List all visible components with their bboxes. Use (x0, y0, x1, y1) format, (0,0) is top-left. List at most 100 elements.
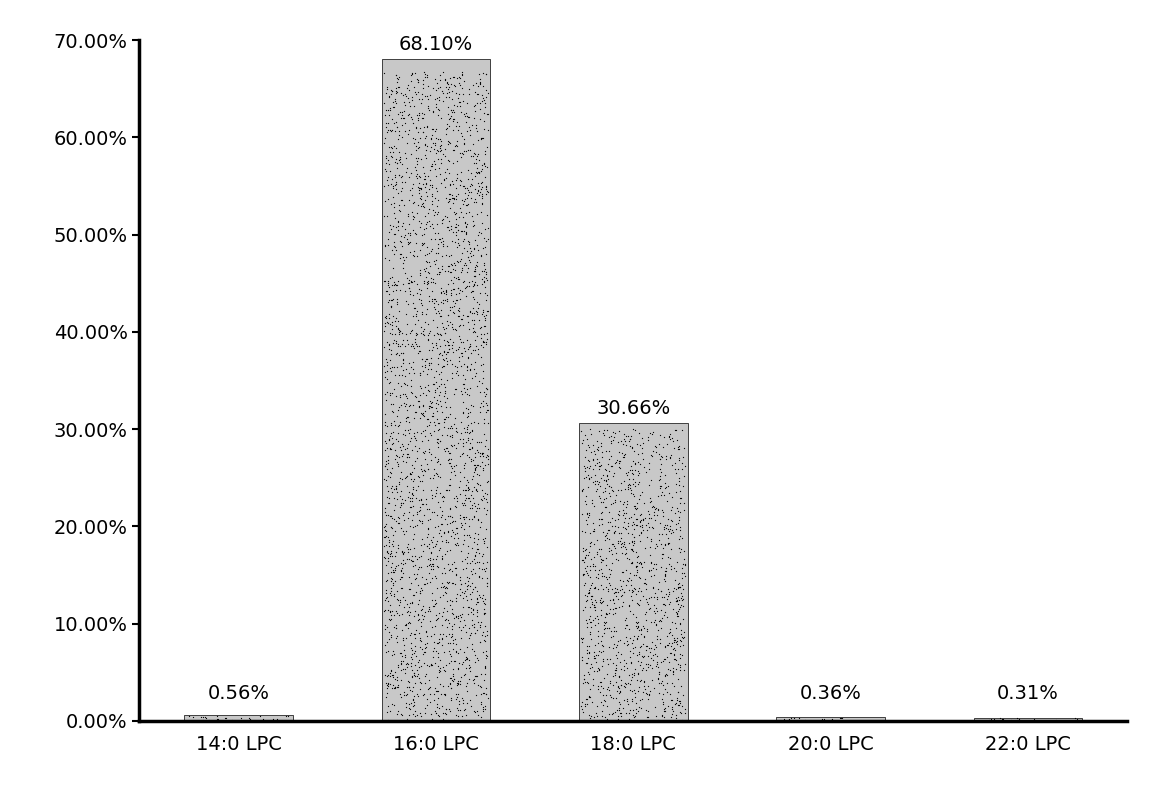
Point (449, 187, 467, 200)
Point (468, 183, 487, 196)
Point (454, 197, 473, 210)
Point (588, 582, 607, 595)
Point (458, 684, 476, 697)
Point (476, 659, 495, 672)
Point (428, 208, 446, 221)
Point (425, 292, 444, 305)
Point (439, 136, 458, 149)
Point (417, 143, 436, 156)
Point (611, 477, 630, 489)
Point (454, 529, 473, 541)
Point (392, 185, 410, 198)
Point (647, 710, 666, 723)
Point (396, 594, 415, 606)
Point (417, 139, 436, 152)
Point (394, 638, 413, 651)
Point (376, 103, 395, 116)
Point (451, 318, 469, 331)
Point (440, 543, 459, 556)
Point (393, 566, 411, 579)
Point (460, 451, 479, 464)
Point (457, 662, 475, 674)
Point (478, 572, 496, 585)
Point (430, 161, 449, 174)
Point (389, 559, 408, 572)
Point (399, 276, 417, 289)
Point (395, 254, 414, 267)
Point (429, 423, 447, 436)
Point (432, 400, 451, 413)
Point (380, 218, 399, 231)
Point (634, 674, 653, 687)
Point (616, 548, 634, 561)
Point (374, 540, 393, 553)
Point (439, 526, 458, 539)
Point (669, 511, 688, 524)
Point (472, 206, 490, 219)
Point (428, 612, 446, 625)
Point (630, 681, 648, 694)
Point (381, 326, 400, 339)
Point (611, 698, 630, 710)
Point (474, 461, 493, 474)
Point (376, 310, 395, 323)
Point (443, 372, 461, 384)
Point (627, 649, 646, 662)
Point (450, 642, 468, 655)
Point (447, 492, 466, 505)
Point (617, 618, 636, 631)
Point (475, 320, 494, 332)
Point (419, 265, 438, 278)
Point (442, 465, 460, 478)
Point (401, 326, 419, 339)
Point (458, 383, 476, 396)
Point (429, 262, 447, 275)
Point (478, 382, 496, 395)
Point (402, 491, 421, 504)
Point (404, 427, 423, 440)
Point (611, 707, 630, 720)
Point (388, 450, 407, 463)
Point (439, 309, 458, 322)
Point (443, 317, 461, 330)
Point (584, 601, 603, 614)
Point (454, 586, 473, 599)
Point (627, 631, 646, 644)
Point (429, 206, 447, 219)
Point (631, 489, 650, 501)
Point (390, 284, 409, 296)
Point (385, 588, 403, 601)
Point (437, 581, 456, 594)
Point (670, 603, 689, 616)
Point (619, 512, 638, 525)
Point (476, 649, 495, 662)
Point (600, 480, 618, 493)
Point (426, 704, 445, 717)
Point (598, 524, 617, 537)
Point (460, 425, 479, 438)
Point (645, 599, 664, 612)
Point (654, 489, 673, 501)
Point (471, 478, 489, 491)
Point (416, 194, 435, 207)
Point (472, 132, 490, 145)
Point (416, 137, 435, 150)
Point (378, 636, 396, 649)
Point (408, 74, 426, 87)
Point (396, 124, 415, 137)
Point (422, 534, 440, 547)
Point (600, 606, 618, 619)
Point (591, 634, 610, 647)
Point (479, 691, 497, 704)
Point (449, 610, 467, 622)
Point (386, 171, 404, 183)
Point (454, 318, 473, 331)
Point (648, 489, 667, 502)
Point (387, 178, 406, 191)
Point (404, 341, 423, 354)
Point (578, 560, 596, 573)
Point (418, 539, 437, 552)
Point (446, 228, 465, 241)
Point (386, 244, 404, 256)
Point (429, 332, 447, 345)
